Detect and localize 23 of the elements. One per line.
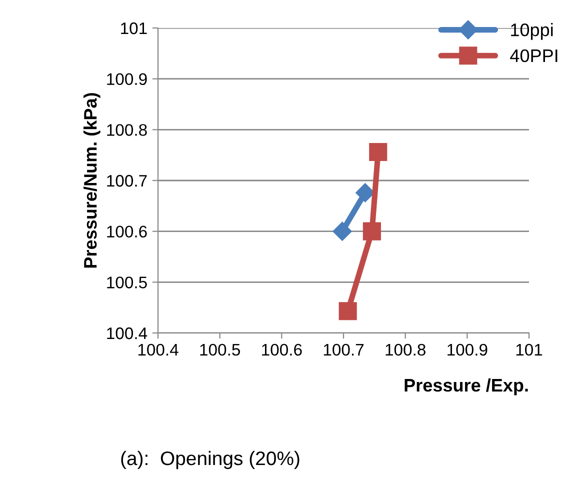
x-tick-label: 101 bbox=[516, 344, 542, 356]
x-tick-label: 100.9 bbox=[448, 344, 488, 356]
y-tick-label: 101 bbox=[121, 22, 147, 34]
point bbox=[338, 302, 357, 320]
x-tick-label: 100.8 bbox=[386, 344, 426, 356]
legend-label: 10ppi bbox=[511, 23, 553, 40]
y-tick-label: 100.4 bbox=[107, 327, 148, 340]
y-axis-title: Pressure/Num. (kPa) bbox=[83, 93, 100, 268]
y-tick-label: 100.5 bbox=[107, 276, 147, 288]
x-axis-title: Pressure /Exp. bbox=[404, 378, 528, 396]
x-tick-label: 100.5 bbox=[200, 344, 240, 356]
point bbox=[332, 222, 352, 241]
legend-label: 40PPI bbox=[510, 49, 558, 62]
y-tick-label: 100.8 bbox=[107, 124, 147, 136]
y-tick-label: 100.9 bbox=[107, 73, 147, 86]
point bbox=[369, 143, 388, 162]
y-tick-label: 100.6 bbox=[107, 226, 147, 238]
y-tick-label: 100.7 bbox=[107, 174, 147, 187]
x-tick-label: 100.4 bbox=[138, 344, 178, 356]
x-tick-label: 100.6 bbox=[262, 344, 302, 356]
point bbox=[362, 222, 381, 240]
x-tick-label: 100.7 bbox=[324, 344, 364, 356]
text: (a): Openings (20%) bbox=[121, 450, 300, 470]
